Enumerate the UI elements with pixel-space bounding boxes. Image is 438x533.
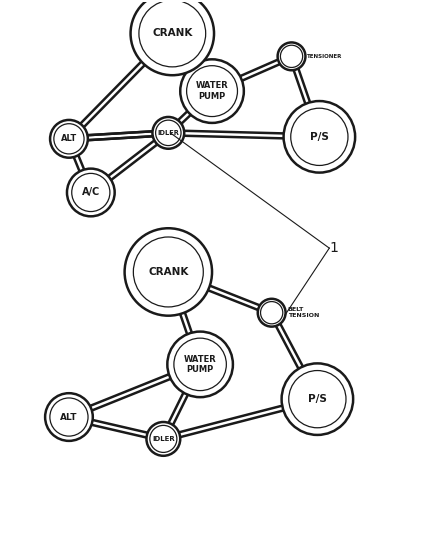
Text: 1: 1	[329, 241, 338, 255]
Text: ALT: ALT	[61, 134, 77, 143]
Circle shape	[167, 332, 233, 397]
Text: IDLER: IDLER	[157, 130, 179, 136]
Text: CRANK: CRANK	[148, 267, 188, 277]
Text: P/S: P/S	[308, 394, 327, 404]
Circle shape	[278, 43, 305, 70]
Text: TENSIONER: TENSIONER	[307, 54, 343, 59]
Circle shape	[258, 299, 286, 327]
Circle shape	[50, 120, 88, 158]
Circle shape	[282, 364, 353, 435]
Text: IDLER: IDLER	[152, 436, 175, 442]
Text: BELT
TENSION: BELT TENSION	[288, 308, 319, 318]
Circle shape	[67, 168, 115, 216]
Circle shape	[124, 228, 212, 316]
Circle shape	[45, 393, 93, 441]
Circle shape	[180, 59, 244, 123]
Text: WATER
PUMP: WATER PUMP	[196, 82, 229, 101]
Text: ALT: ALT	[60, 413, 78, 422]
Text: WATER
PUMP: WATER PUMP	[184, 354, 216, 374]
Circle shape	[283, 101, 355, 173]
Text: CRANK: CRANK	[152, 28, 192, 38]
Text: P/S: P/S	[310, 132, 329, 142]
Text: A/C: A/C	[82, 188, 100, 197]
Circle shape	[131, 0, 214, 75]
Circle shape	[146, 422, 180, 456]
Circle shape	[152, 117, 184, 149]
